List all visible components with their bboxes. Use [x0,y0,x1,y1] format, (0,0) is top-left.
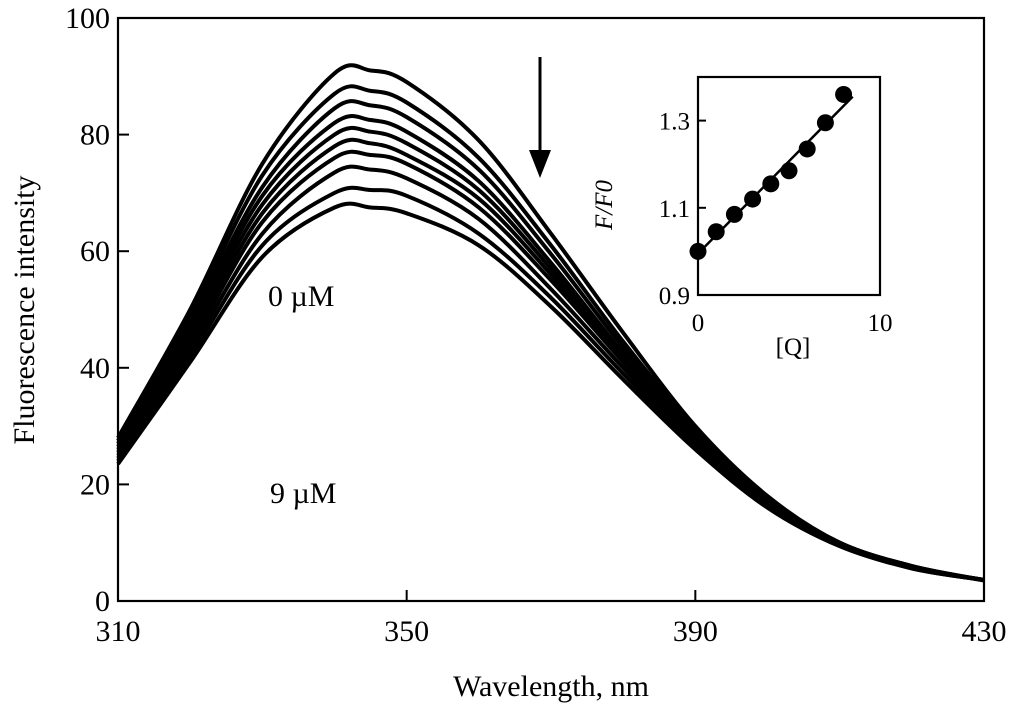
inset-y-tick-label: 1.1 [659,196,690,223]
spectrum-curve-4 [116,125,985,582]
inset-data-point [725,205,743,223]
inset-data-point [835,85,853,103]
inset-data-point [744,190,762,208]
arrow-down-icon [529,57,551,178]
spectrum-curve-0 [116,63,985,583]
inset-data-point [798,140,816,158]
main-y-axis-label: Fluorescence intensity [8,175,41,444]
main-x-tick-label: 350 [384,615,429,648]
inset-data-point [762,175,780,193]
main-y-tick-label: 60 [80,235,110,268]
main-plot-frame [116,16,986,603]
inset-y-ticks: 0.9 1.1 1.3 [659,109,706,310]
inset-data-point [816,114,834,132]
inset-chart: 0.9 1.1 1.3 0 10 [Q] F/F0 [591,75,893,361]
main-y-tick-label: 0 [95,585,110,618]
main-y-tick-label: 100 [65,2,110,35]
inset-data-point [780,162,798,180]
spectrum-curve-5 [116,137,985,582]
inset-x-tick-label: 10 [868,310,893,337]
main-x-axis-label: Wavelength, nm [453,670,649,703]
inset-y-tick-label: 1.3 [659,109,690,136]
inset-data-point [707,223,725,241]
inset-data-point [689,242,707,260]
spectrum-curve-2 [116,99,985,582]
inset-x-axis-label: [Q] [776,334,811,361]
spectrum-curve-9 [116,201,985,582]
inset-y-axis-label: F/F0 [591,180,618,231]
main-y-ticks: 0 20 40 60 80 100 [65,2,129,618]
spectrum-curve-3 [116,114,985,582]
inset-points [689,85,853,260]
main-x-tick-label: 390 [673,615,718,648]
main-y-tick-label: 40 [80,352,110,385]
main-curves [116,63,985,583]
main-y-tick-label: 80 [80,119,110,152]
annotation-9uM: 9 µM [270,477,336,510]
spectrum-curve-1 [116,84,985,582]
annotation-0uM: 0 µM [268,280,334,313]
main-x-ticks: 310 350 390 430 [96,590,1007,648]
main-x-tick-label: 430 [962,615,1007,648]
main-x-tick-label: 310 [96,615,141,648]
inset-x-ticks: 0 10 [692,287,893,337]
main-y-tick-label: 20 [80,468,110,501]
inset-plot-frame [696,75,882,297]
inset-x-tick-label: 0 [692,310,705,337]
inset-y-tick-label: 0.9 [659,283,690,310]
